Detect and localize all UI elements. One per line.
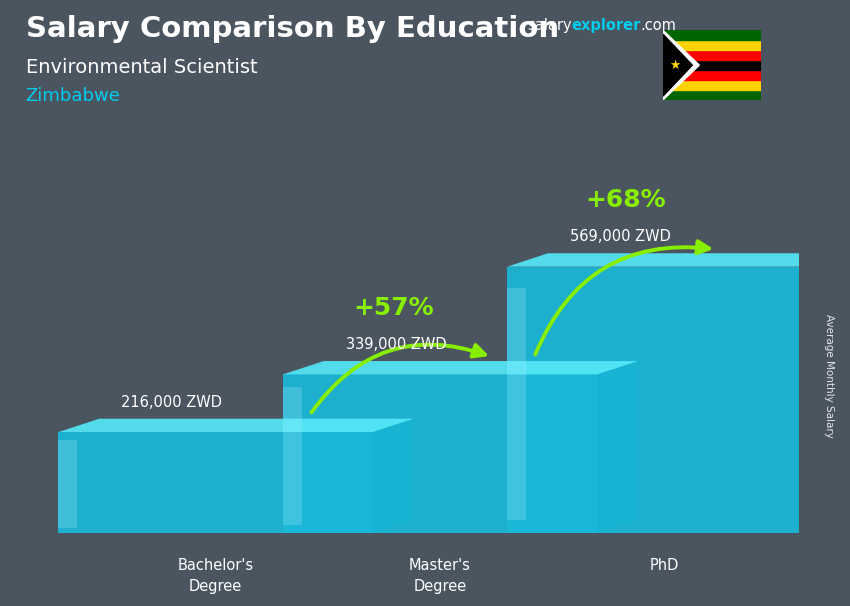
Text: PhD: PhD xyxy=(649,558,679,573)
Polygon shape xyxy=(663,34,692,96)
Polygon shape xyxy=(59,440,77,528)
Polygon shape xyxy=(507,288,526,520)
Text: salary: salary xyxy=(527,18,571,33)
Polygon shape xyxy=(597,361,638,533)
Text: Average Monthly Salary: Average Monthly Salary xyxy=(824,314,834,438)
Bar xyxy=(663,90,761,100)
Text: .com: .com xyxy=(640,18,676,33)
Polygon shape xyxy=(663,30,700,100)
Text: Environmental Scientist: Environmental Scientist xyxy=(26,58,257,76)
Text: explorer: explorer xyxy=(571,18,641,33)
Polygon shape xyxy=(507,253,850,267)
Text: Bachelor's
Degree: Bachelor's Degree xyxy=(178,558,253,594)
Polygon shape xyxy=(507,267,821,533)
Bar xyxy=(663,30,761,40)
Polygon shape xyxy=(283,361,638,375)
Polygon shape xyxy=(59,419,413,432)
Text: 569,000 ZWD: 569,000 ZWD xyxy=(570,230,671,244)
Text: +68%: +68% xyxy=(585,188,666,212)
Polygon shape xyxy=(283,375,597,533)
Text: 339,000 ZWD: 339,000 ZWD xyxy=(346,338,446,352)
Text: Master's
Degree: Master's Degree xyxy=(409,558,471,594)
Bar xyxy=(663,40,761,50)
Bar xyxy=(663,80,761,90)
Text: Zimbabwe: Zimbabwe xyxy=(26,87,121,105)
Polygon shape xyxy=(821,253,850,533)
FancyArrowPatch shape xyxy=(311,345,485,413)
Bar xyxy=(663,70,761,80)
FancyArrowPatch shape xyxy=(536,241,709,355)
Text: Salary Comparison By Education: Salary Comparison By Education xyxy=(26,15,558,43)
Polygon shape xyxy=(283,387,302,525)
Text: +57%: +57% xyxy=(353,296,434,320)
Bar xyxy=(663,50,761,60)
Text: ★: ★ xyxy=(669,59,680,72)
Text: 216,000 ZWD: 216,000 ZWD xyxy=(122,395,223,410)
Polygon shape xyxy=(59,432,372,533)
Polygon shape xyxy=(372,419,413,533)
Bar xyxy=(663,60,761,70)
